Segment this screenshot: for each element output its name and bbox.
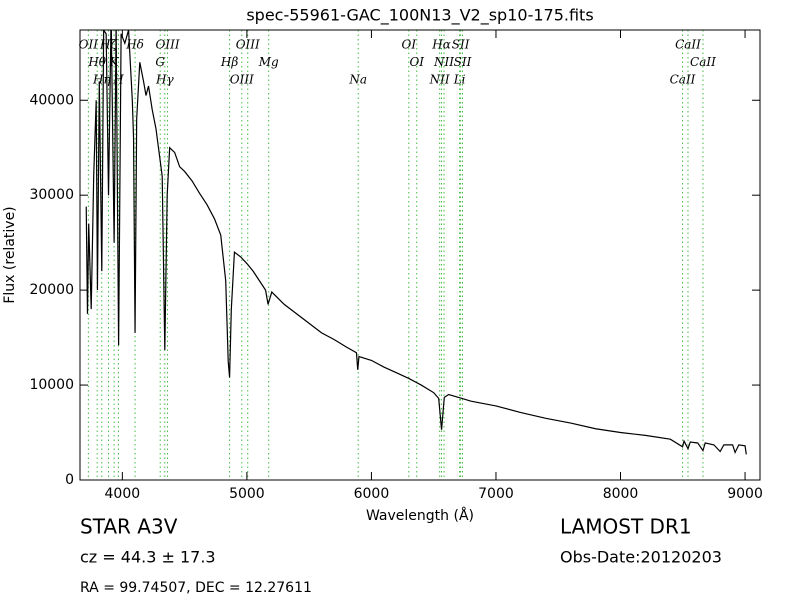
x-tick-label: 7000 — [478, 486, 514, 502]
survey: LAMOST DR1 — [560, 515, 692, 539]
y-tick-label: 30000 — [29, 187, 74, 203]
y-tick-label: 0 — [65, 472, 74, 488]
spectral-line-label: SII — [452, 38, 470, 52]
spectral-line-label: NII — [433, 55, 454, 69]
plot-frame — [79, 29, 761, 481]
x-tick-label: 4000 — [105, 486, 141, 502]
coordinates: RA = 99.74507, DEC = 12.27611 — [80, 580, 312, 596]
spectral-line-label: Li — [453, 73, 466, 87]
x-tick-label: 8000 — [603, 486, 639, 502]
spectral-line-label: OIII — [230, 73, 254, 87]
spectral-line-label: H — [112, 73, 124, 87]
y-tick-label: 10000 — [29, 377, 74, 393]
spectrum-line — [85, 30, 747, 455]
y-tick-label: 20000 — [29, 282, 74, 298]
spectral-line-label: OI — [409, 55, 424, 69]
object-class: STAR A3V — [80, 515, 178, 539]
x-axis-label: Wavelength (Å) — [366, 507, 474, 524]
spectral-line-label: Hγ — [155, 73, 174, 87]
spectral-line-label: Hζ — [99, 38, 118, 52]
spectral-line-label: Na — [348, 73, 367, 87]
spectral-line-label: CaII — [675, 38, 701, 52]
y-tick-label: 40000 — [29, 92, 74, 108]
spectral-line-label: Hα — [431, 38, 451, 52]
spectral-line-label: OIII — [236, 38, 260, 52]
spectral-line-label: Hβ — [220, 55, 238, 69]
spectral-line-label: Hθ — [87, 55, 106, 69]
spectral-line-label: CaII — [690, 55, 716, 69]
spectral-line-label: Hη — [92, 73, 111, 87]
spectral-line-label: OII — [79, 38, 99, 52]
x-tick-label: 6000 — [354, 486, 390, 502]
obs-date: Obs-Date:20120203 — [560, 548, 722, 567]
redshift: cz = 44.3 ± 17.3 — [80, 548, 216, 567]
spectral-line-label: NII — [429, 73, 450, 87]
chart-title: spec-55961-GAC_100N13_V2_sp10-175.fits — [246, 6, 593, 26]
x-tick-label: 9000 — [727, 486, 763, 502]
spectral-line-label: Hδ — [125, 38, 144, 52]
spectral-line-label: CaII — [670, 73, 696, 87]
spectral-line-label: OIII — [156, 38, 180, 52]
spectral-line-label: SII — [454, 55, 472, 69]
spectral-line-label: OI — [402, 38, 417, 52]
plot-area — [85, 30, 747, 480]
spectral-line-label: G — [155, 55, 165, 69]
y-axis-label: Flux (relative) — [2, 206, 18, 303]
spectral-line-label: K — [109, 55, 120, 69]
x-tick-label: 5000 — [229, 486, 265, 502]
spectral-line-label: Mg — [258, 55, 279, 69]
